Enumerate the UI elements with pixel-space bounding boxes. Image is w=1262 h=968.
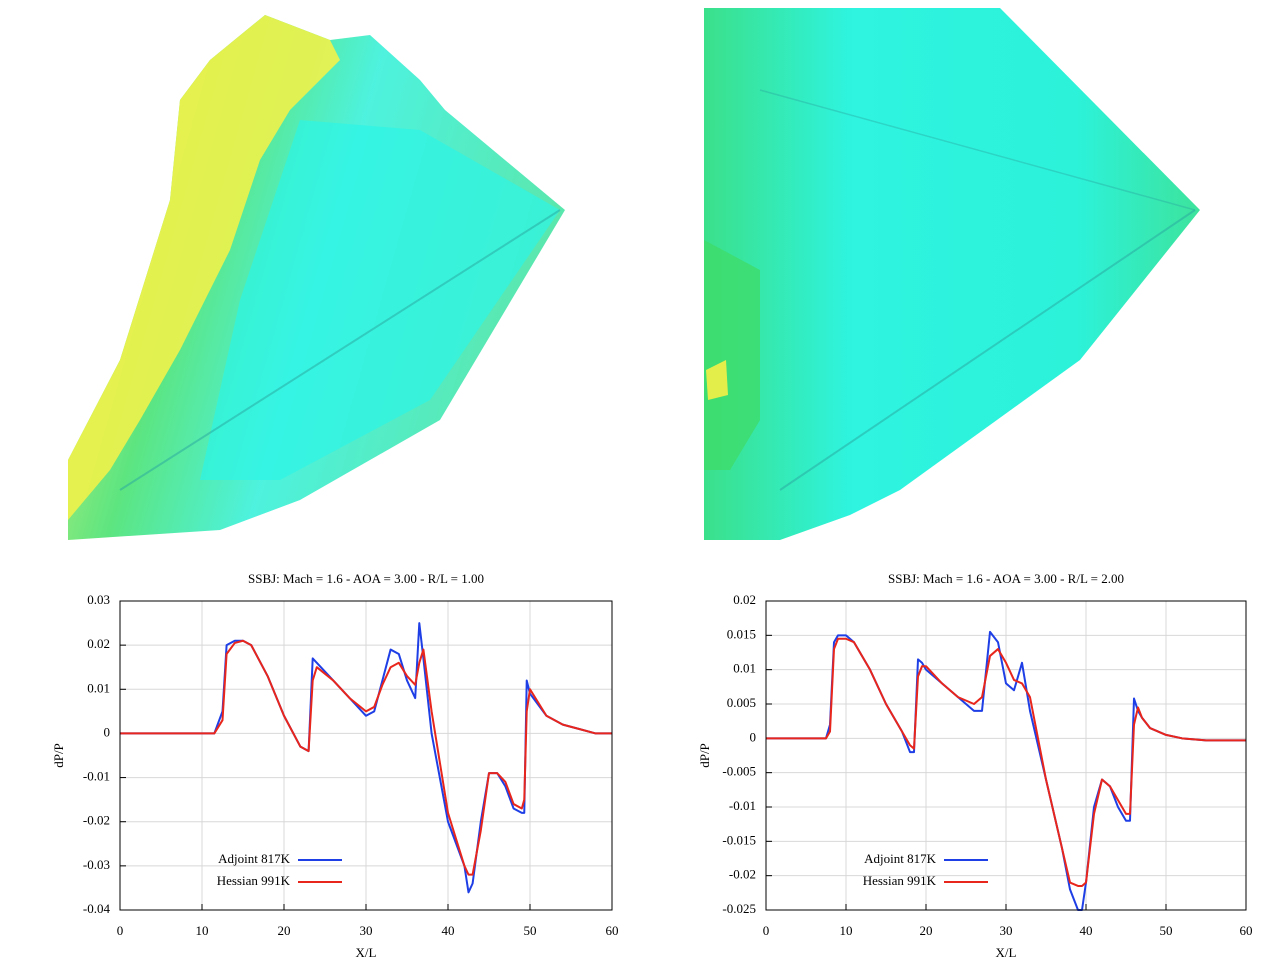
legend-label: Hessian 991K <box>217 873 291 888</box>
y-tick-label: -0.02 <box>729 867 756 882</box>
chart-title: SSBJ: Mach = 1.6 - AOA = 3.00 - R/L = 1.… <box>248 571 484 586</box>
plot-frame <box>119 600 613 911</box>
y-tick-label: 0.03 <box>87 592 110 607</box>
x-tick-label: 10 <box>840 923 853 938</box>
x-tick-label: 0 <box>763 923 770 938</box>
x-tick-label: 0 <box>117 923 124 938</box>
y-tick-label: 0.01 <box>87 680 110 695</box>
y-tick-label: 0.015 <box>727 626 756 641</box>
legend-label: Adjoint 817K <box>864 851 936 866</box>
y-axis-label: dP/P <box>697 743 712 768</box>
y-tick-label: -0.01 <box>729 798 756 813</box>
x-tick-label: 30 <box>360 923 373 938</box>
x-tick-label: 10 <box>196 923 209 938</box>
x-axis-label: X/L <box>996 945 1017 960</box>
line-chart: 0 10 20 30 40 50 60 -0.025 -0.02 -0.015 -0.01 -0.00… <box>697 571 1253 960</box>
x-tick-label: 40 <box>1080 923 1093 938</box>
y-axis-label: dP/P <box>51 743 66 768</box>
y-tick-label: 0 <box>104 724 111 739</box>
line-chart: 0 10 20 30 40 50 60 -0.04 -0.03 -0.02 -0.01 0 0.01 0.… <box>51 571 619 960</box>
x-axis-label: X/L <box>356 945 377 960</box>
y-tick-label: 0 <box>750 729 757 744</box>
plot-frame <box>765 600 1247 911</box>
x-tick-label: 40 <box>442 923 455 938</box>
data-line <box>766 637 1246 887</box>
y-tick-label: 0.005 <box>727 695 756 710</box>
x-tick-label: 20 <box>278 923 291 938</box>
x-tick-label: 50 <box>524 923 537 938</box>
legend-label: Adjoint 817K <box>218 851 290 866</box>
render-right <box>704 8 1200 540</box>
x-tick-label: 30 <box>1000 923 1013 938</box>
y-tick-label: 0.02 <box>87 636 110 651</box>
y-tick-label: -0.04 <box>83 901 111 916</box>
y-tick-label: -0.01 <box>83 769 110 784</box>
legend-label: Hessian 991K <box>863 873 937 888</box>
data-line <box>120 639 612 876</box>
x-tick-label: 60 <box>606 923 619 938</box>
chart-title: SSBJ: Mach = 1.6 - AOA = 3.00 - R/L = 2.… <box>888 571 1124 586</box>
y-tick-label: -0.03 <box>83 857 110 872</box>
y-tick-label: 0.02 <box>733 592 756 607</box>
x-tick-label: 50 <box>1160 923 1173 938</box>
y-tick-label: -0.02 <box>83 813 110 828</box>
y-tick-label: -0.005 <box>722 764 756 779</box>
y-tick-label: -0.025 <box>722 901 756 916</box>
y-tick-label: 0.01 <box>733 661 756 676</box>
render-left <box>68 15 565 540</box>
y-tick-label: -0.015 <box>722 832 756 847</box>
x-tick-label: 20 <box>920 923 933 938</box>
x-tick-label: 60 <box>1240 923 1253 938</box>
